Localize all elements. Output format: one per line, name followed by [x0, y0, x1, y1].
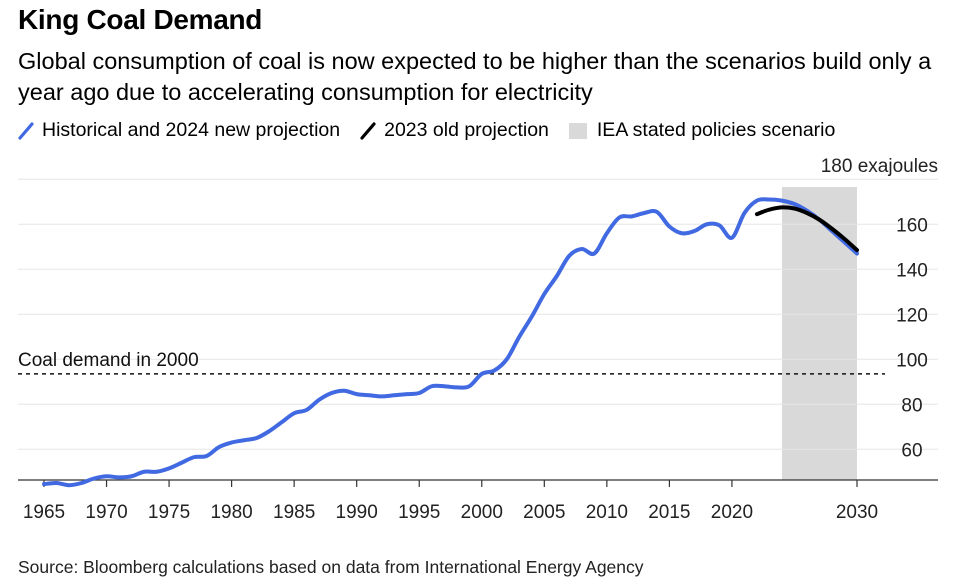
- legend-swatch-blue-line: [18, 121, 34, 140]
- chart-subtitle: Global consumption of coal is now expect…: [18, 48, 932, 105]
- y-tick-label: 100: [896, 350, 928, 371]
- iea-scenario-shading: [781, 187, 857, 480]
- x-tick-label: 2030: [836, 502, 878, 523]
- x-tick-label: 2015: [648, 502, 690, 523]
- legend-label-iea-scenario: IEA stated policies scenario: [596, 119, 836, 141]
- legend-item-new-projection: Historical and 2024 new projection: [18, 119, 340, 142]
- source-note: Source: Bloomberg calculations based on …: [18, 557, 644, 577]
- x-tick-label: 1980: [210, 502, 252, 523]
- y-tick-label: 160: [896, 215, 928, 236]
- y-tick-label: 60: [901, 440, 922, 461]
- x-tick-label: 1990: [336, 502, 378, 523]
- series-line-new-projection: [42, 197, 859, 488]
- series-line-old-projection: [754, 205, 859, 253]
- x-tick-label: 1985: [273, 502, 315, 523]
- reference-line-label: Coal demand in 2000: [18, 350, 199, 371]
- legend-swatch-grey-area: [568, 122, 587, 139]
- x-tick-label: 2010: [586, 502, 628, 523]
- y-unit-label: 180 exajoules: [821, 156, 938, 177]
- legend: Historical and 2024 new projection 2023 …: [18, 119, 835, 142]
- legend-label-old-projection: 2023 old projection: [384, 119, 549, 141]
- legend-label-new-projection: Historical and 2024 new projection: [42, 119, 341, 141]
- legend-swatch-black-line: [360, 121, 376, 140]
- x-tick-label: 1970: [85, 502, 127, 523]
- chart-title: King Coal Demand: [18, 4, 263, 35]
- y-tick-label: 80: [901, 395, 922, 416]
- y-tick-label: 120: [896, 305, 928, 326]
- x-tick-label: 1975: [148, 502, 190, 523]
- legend-item-old-projection: 2023 old projection: [360, 119, 549, 142]
- legend-item-iea-scenario: IEA stated policies scenario: [568, 119, 836, 142]
- x-tick-label: 1965: [23, 502, 65, 523]
- y-tick-label: 140: [896, 260, 928, 281]
- x-tick-label: 1995: [398, 502, 440, 523]
- x-tick-label: 2005: [523, 502, 565, 523]
- x-tick-label: 2000: [461, 502, 503, 523]
- x-tick-label: 2020: [711, 502, 753, 523]
